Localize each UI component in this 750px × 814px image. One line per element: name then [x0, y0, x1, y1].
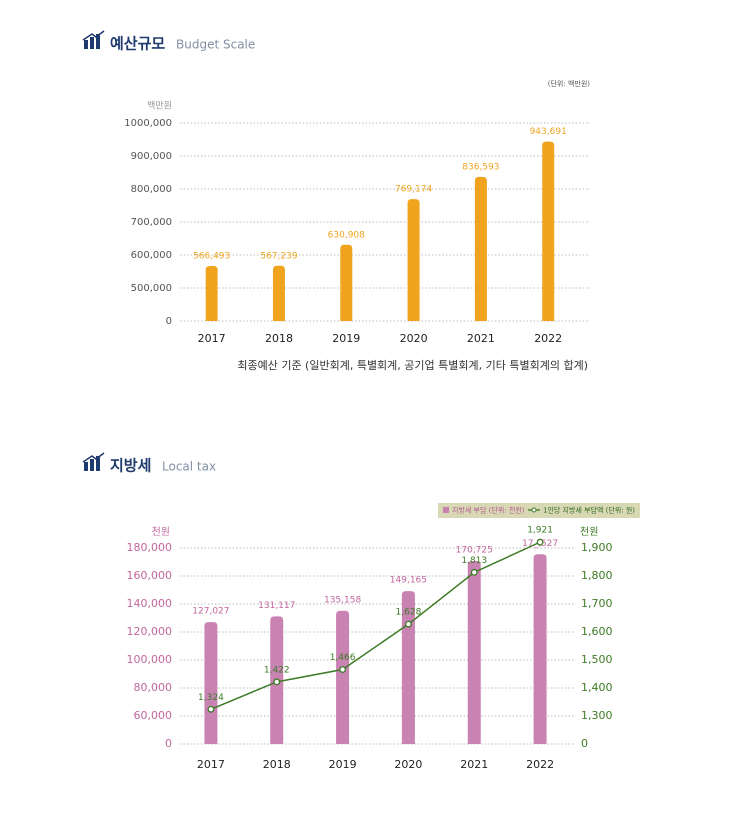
y-axis-label: 백만원	[147, 101, 172, 112]
x-tick-label: 2021	[460, 758, 488, 771]
value-label: 1,813	[461, 556, 487, 566]
chart-note: 최종예산 기준 (일반회계, 특별회계, 공기업 특별회계, 기타 특별회계의 …	[237, 358, 588, 372]
x-tick-label: 2017	[197, 758, 225, 771]
y-tick-label: 60,000	[134, 709, 173, 722]
bar	[542, 141, 555, 321]
y2-tick-label: 1,700	[581, 597, 613, 610]
value-label: 1,324	[198, 693, 224, 703]
y2-tick-label: 1,800	[581, 569, 613, 582]
y2-tick-label: 1,600	[581, 625, 613, 638]
y-tick-label: 600,000	[131, 250, 172, 261]
value-label: 630,908	[328, 230, 365, 240]
y-tick-label: 120,000	[127, 625, 173, 638]
y-tick-label: 900,000	[131, 151, 172, 162]
line-point	[273, 678, 281, 686]
x-tick-label: 2018	[265, 332, 293, 345]
value-label: 567,239	[260, 251, 297, 261]
bar	[204, 622, 218, 744]
y-tick-label: 80,000	[134, 681, 173, 694]
y2-axis-label: 천원	[580, 526, 598, 538]
x-tick-label: 2019	[332, 332, 360, 345]
value-label: 149,165	[390, 576, 427, 586]
x-tick-label: 2017	[198, 332, 226, 345]
line-point	[470, 568, 478, 576]
y2-tick-label: 1,500	[581, 653, 613, 666]
value-label: 943,691	[530, 127, 567, 137]
y-tick-label: 800,000	[131, 184, 172, 195]
y-tick-label: 160,000	[127, 569, 173, 582]
bar	[336, 610, 350, 744]
value-label: 170,725	[456, 545, 493, 555]
y-tick-label: 500,000	[131, 283, 172, 294]
value-label: 135,158	[324, 595, 361, 605]
line-point	[207, 705, 215, 713]
x-tick-label: 2022	[534, 332, 562, 345]
bar	[533, 554, 547, 744]
bar	[401, 591, 415, 744]
y-axis-label: 천원	[152, 526, 170, 538]
value-label: 127,027	[192, 607, 229, 617]
line-point	[404, 620, 412, 628]
legend-swatch	[531, 507, 537, 513]
x-tick-label: 2020	[400, 332, 428, 345]
legend-label: 지방세 부담 (단위: 천원)	[452, 506, 525, 515]
unit-note: (단위: 백만원)	[548, 79, 591, 88]
bar	[272, 265, 285, 321]
legend-label: 1인당 지방세 부담액 (단위: 원)	[543, 506, 635, 515]
y-tick-label: 100,000	[127, 653, 173, 666]
x-tick-label: 2020	[394, 758, 422, 771]
value-label: 131,117	[258, 601, 295, 611]
line-point	[339, 666, 347, 673]
line	[210, 541, 541, 710]
x-tick-label: 2019	[329, 758, 357, 771]
legend-swatch	[443, 507, 449, 513]
y-tick-label: 0	[166, 316, 172, 327]
y2-tick-label: 1,300	[581, 709, 613, 722]
y-tick-label: 140,000	[127, 597, 173, 610]
y2-tick-label: 1,900	[581, 541, 613, 554]
x-tick-label: 2022	[526, 758, 554, 771]
y2-tick-label: 0	[581, 737, 588, 750]
value-label: 1,628	[396, 608, 422, 618]
value-label: 1,422	[264, 665, 290, 675]
section-title: 예산규모	[110, 35, 165, 53]
x-tick-label: 2018	[263, 758, 291, 771]
y-tick-label: 1000,000	[124, 118, 172, 129]
line-point	[536, 538, 544, 546]
y-tick-label: 0	[165, 737, 172, 750]
bar	[340, 244, 353, 321]
value-label: 1,466	[330, 653, 356, 663]
y-tick-label: 180,000	[127, 541, 173, 554]
section-title: 지방세	[110, 457, 151, 475]
value-label: 769,174	[395, 185, 432, 195]
bar	[474, 176, 487, 321]
x-tick-label: 2021	[467, 332, 495, 345]
icon	[82, 30, 105, 471]
bar	[467, 560, 481, 744]
value-label: 1,921	[527, 526, 553, 536]
section-subtitle: Budget Scale	[176, 38, 255, 52]
y2-tick-label: 1,400	[581, 681, 613, 694]
section-subtitle: Local tax	[162, 460, 216, 474]
value-label: 836,593	[462, 162, 499, 172]
bar	[407, 199, 420, 321]
value-label: 566,493	[193, 252, 230, 262]
y-tick-label: 700,000	[131, 217, 172, 228]
bar	[205, 266, 218, 321]
